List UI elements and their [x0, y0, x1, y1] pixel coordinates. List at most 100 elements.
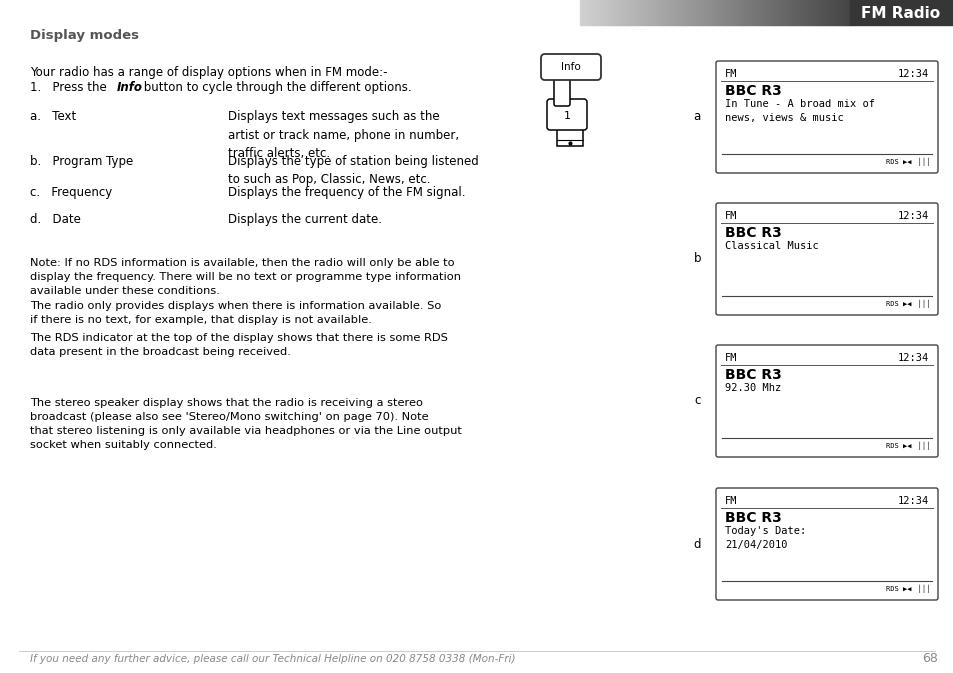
Bar [787, 0, 788, 25]
Bar [640, 0, 641, 25]
Bar [690, 0, 691, 25]
Bar [608, 0, 609, 25]
Bar [823, 0, 824, 25]
Bar [633, 0, 634, 25]
Bar [662, 0, 663, 25]
Text: BBC R3: BBC R3 [724, 511, 781, 525]
Bar [602, 0, 603, 25]
Bar [759, 0, 760, 25]
Bar [678, 0, 679, 25]
Bar [707, 0, 708, 25]
Bar [745, 0, 746, 25]
Bar [687, 0, 688, 25]
Bar [765, 0, 766, 25]
Text: RDS ▶◀ ▕▕▕: RDS ▶◀ ▕▕▕ [885, 158, 928, 166]
Bar [730, 0, 731, 25]
Bar [620, 0, 621, 25]
Bar [655, 0, 656, 25]
Text: BBC R3: BBC R3 [724, 84, 781, 98]
Bar [657, 0, 658, 25]
Bar [808, 0, 809, 25]
Bar [797, 0, 799, 25]
Bar [619, 0, 620, 25]
Bar [771, 0, 772, 25]
Bar [649, 0, 650, 25]
Bar [621, 0, 622, 25]
Bar [624, 0, 625, 25]
Bar [703, 0, 704, 25]
Text: Info: Info [117, 81, 143, 94]
Bar [604, 0, 605, 25]
Bar [795, 0, 796, 25]
Bar [673, 0, 675, 25]
Text: Displays the type of station being listened
to such as Pop, Classic, News, etc.: Displays the type of station being liste… [228, 155, 478, 186]
Bar [705, 0, 706, 25]
Bar [706, 0, 707, 25]
Bar [772, 0, 773, 25]
Text: In Tune - A broad mix of
news, views & music: In Tune - A broad mix of news, views & m… [724, 99, 874, 122]
Bar [636, 0, 637, 25]
Bar [741, 0, 742, 25]
Bar [767, 0, 768, 25]
Bar [747, 0, 748, 25]
Bar [816, 0, 817, 25]
Bar [783, 0, 784, 25]
Bar [654, 0, 655, 25]
Bar [753, 0, 754, 25]
FancyBboxPatch shape [540, 54, 600, 80]
Bar [800, 0, 801, 25]
Bar [704, 0, 705, 25]
Bar [683, 0, 684, 25]
Bar [766, 0, 767, 25]
Bar [742, 0, 743, 25]
Bar [721, 0, 722, 25]
Text: Displays text messages such as the
artist or track name, phone in number,
traffi: Displays text messages such as the artis… [228, 110, 458, 160]
Bar [668, 0, 669, 25]
Bar [689, 0, 690, 25]
Text: 12:34: 12:34 [897, 496, 928, 506]
Bar [628, 0, 629, 25]
Bar [764, 0, 765, 25]
Bar [778, 0, 779, 25]
Text: Your radio has a range of display options when in FM mode:-: Your radio has a range of display option… [30, 66, 387, 79]
Bar [593, 0, 594, 25]
Bar [803, 0, 804, 25]
Bar [799, 0, 800, 25]
Bar [676, 0, 677, 25]
Bar [638, 0, 639, 25]
Bar [693, 0, 695, 25]
Bar [734, 0, 735, 25]
Bar [809, 0, 810, 25]
Bar [672, 0, 673, 25]
Bar [617, 0, 618, 25]
Bar [749, 0, 750, 25]
Bar [740, 0, 741, 25]
Bar [645, 0, 646, 25]
Text: Displays the frequency of the FM signal.: Displays the frequency of the FM signal. [228, 186, 465, 199]
Bar [791, 0, 792, 25]
Bar [635, 0, 636, 25]
Bar [592, 0, 593, 25]
Bar [586, 0, 587, 25]
FancyBboxPatch shape [716, 345, 937, 457]
Bar [751, 0, 752, 25]
Bar [737, 0, 738, 25]
Bar [684, 0, 685, 25]
Bar [701, 0, 702, 25]
Bar [650, 0, 651, 25]
Bar [802, 0, 803, 25]
Bar [681, 0, 682, 25]
Bar [775, 0, 776, 25]
Bar [814, 0, 815, 25]
Bar [770, 0, 771, 25]
Text: a: a [693, 110, 700, 124]
Bar [671, 0, 672, 25]
Text: FM: FM [724, 69, 737, 79]
Text: 12:34: 12:34 [897, 69, 928, 79]
Bar [788, 0, 789, 25]
Bar [709, 0, 710, 25]
Bar [616, 0, 617, 25]
Bar [746, 0, 747, 25]
Bar [589, 0, 590, 25]
Bar [733, 0, 734, 25]
